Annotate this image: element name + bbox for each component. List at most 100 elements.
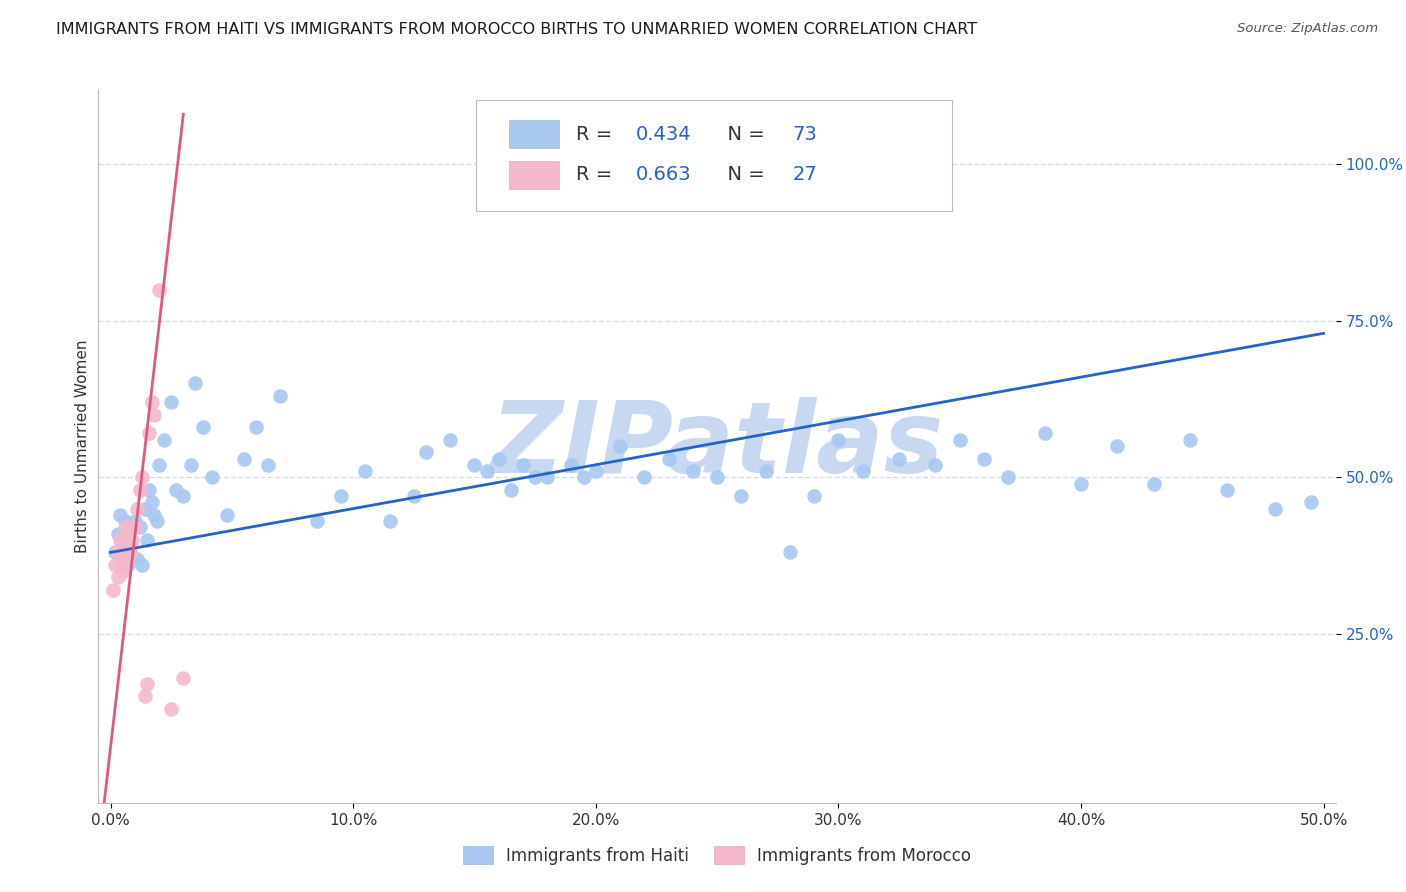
Point [104,545,127,559]
Point [354,464,377,478]
Point [138,426,160,441]
Point [201,470,224,484]
FancyBboxPatch shape [509,161,558,189]
Point [110,508,132,522]
Point [1070,476,1092,491]
Point [143,408,166,422]
Point [536,470,558,484]
Point [402,489,425,503]
Point [104,558,127,572]
Point [117,533,139,547]
Point [524,470,547,484]
Point [141,495,163,509]
Point [143,508,166,522]
Point [172,489,194,503]
Text: N =: N = [714,125,770,144]
Point [924,458,946,472]
Point [779,545,801,559]
Point [852,464,875,478]
Point [1143,476,1166,491]
Point [585,464,607,478]
Point [257,458,280,472]
Point [114,545,136,559]
Point [127,501,149,516]
Point [153,433,176,447]
Point [136,677,159,691]
Point [145,514,167,528]
Point [997,470,1019,484]
Point [488,451,510,466]
Point [138,483,160,497]
Point [378,514,401,528]
Point [633,470,655,484]
Point [141,395,163,409]
Point [124,520,146,534]
Point [1215,483,1237,497]
Point [184,376,207,391]
Point [475,464,498,478]
Point [191,420,214,434]
Point [439,433,461,447]
Point [1301,495,1323,509]
FancyBboxPatch shape [509,120,558,148]
Text: 0.434: 0.434 [636,125,690,144]
Point [124,514,146,528]
Point [148,458,170,472]
Point [657,451,679,466]
Legend: Immigrants from Haiti, Immigrants from Morocco: Immigrants from Haiti, Immigrants from M… [454,838,980,873]
Text: ZIPatlas: ZIPatlas [491,398,943,494]
Point [755,464,778,478]
Point [148,283,170,297]
Point [1264,501,1286,516]
Point [121,533,143,547]
Point [107,526,129,541]
Text: R =: R = [576,165,619,185]
Point [107,570,129,584]
Point [1033,426,1056,441]
Point [609,439,631,453]
Point [560,458,582,472]
Text: 0.663: 0.663 [636,165,690,185]
Point [128,520,150,534]
Point [233,451,256,466]
Point [1178,433,1201,447]
Point [949,433,972,447]
Y-axis label: Births to Unmarried Women: Births to Unmarried Women [75,339,90,553]
Point [127,551,149,566]
Point [463,458,485,472]
Point [730,489,752,503]
Point [682,464,704,478]
Text: 27: 27 [793,165,817,185]
Text: IMMIGRANTS FROM HAITI VS IMMIGRANTS FROM MOROCCO BIRTHS TO UNMARRIED WOMEN CORRE: IMMIGRANTS FROM HAITI VS IMMIGRANTS FROM… [56,22,977,37]
Point [118,520,141,534]
Point [101,582,124,597]
Point [827,433,849,447]
Point [128,483,150,497]
Point [111,564,134,578]
Point [160,702,183,716]
Text: R =: R = [576,125,619,144]
Point [415,445,437,459]
Text: Source: ZipAtlas.com: Source: ZipAtlas.com [1237,22,1378,36]
Point [131,558,153,572]
Point [269,389,291,403]
Point [499,483,522,497]
Point [180,458,202,472]
Point [134,501,156,516]
Point [118,545,141,559]
Point [572,470,595,484]
Point [887,451,910,466]
Point [803,489,825,503]
Point [706,470,728,484]
Point [1107,439,1129,453]
Point [134,690,156,704]
Point [118,545,141,559]
Point [110,533,132,547]
FancyBboxPatch shape [475,100,952,211]
Point [330,489,353,503]
Point [165,483,187,497]
Point [117,551,139,566]
Point [114,514,136,528]
Text: N =: N = [714,165,770,185]
Point [111,533,134,547]
